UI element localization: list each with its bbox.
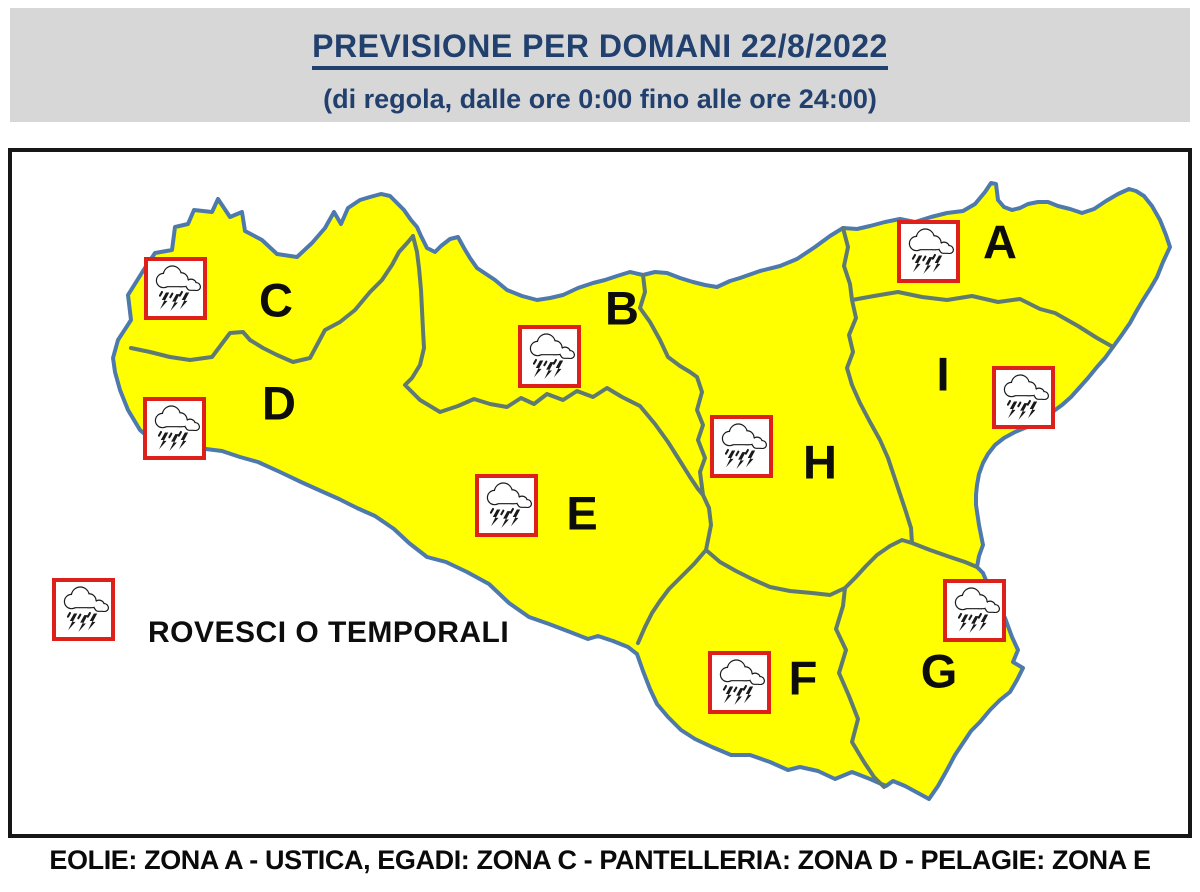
page-subtitle: (di regola, dalle ore 0:00 fino alle ore… [323, 84, 877, 114]
zone-warning-icon-B [517, 324, 581, 388]
zone-label-H: H [803, 435, 837, 489]
page-title: PREVISIONE PER DOMANI 22/8/2022 [312, 28, 888, 70]
storm-cloud-icon [58, 584, 109, 635]
zone-label-F: F [788, 651, 818, 705]
storm-cloud-icon [524, 331, 575, 382]
storm-cloud-icon [903, 226, 954, 277]
storm-cloud-icon [481, 480, 532, 531]
zone-warning-icon-H [709, 414, 773, 478]
legend-label: ROVESCI O TEMPORALI [148, 616, 510, 649]
zone-warning-icon-F [707, 650, 771, 714]
zone-label-A: A [983, 215, 1017, 269]
zone-label-D: D [262, 376, 296, 430]
islands-zone-note: EOLIE: ZONA A - USTICA, EGADI: ZONA C - … [49, 845, 1151, 875]
zone-label-I: I [936, 347, 950, 401]
zone-warning-icon-G [942, 578, 1006, 642]
legend-storm-icon [51, 577, 115, 641]
zone-warning-icon-I [991, 365, 1055, 429]
storm-cloud-icon [716, 421, 767, 472]
storm-cloud-icon [714, 657, 765, 708]
storm-cloud-icon [149, 403, 200, 454]
header-bar: PREVISIONE PER DOMANI 22/8/2022 (di rego… [10, 8, 1190, 122]
zone-warning-icon-D [142, 396, 206, 460]
zone-label-C: C [259, 273, 293, 327]
zone-label-E: E [566, 486, 598, 540]
sicily-island-shape [111, 181, 1172, 801]
zone-warning-icon-E [474, 473, 538, 537]
zone-warning-icon-C [143, 256, 207, 320]
zone-label-G: G [920, 644, 958, 698]
storm-cloud-icon [949, 585, 1000, 636]
zone-warning-icon-A [896, 219, 960, 283]
zone-borders [129, 226, 1115, 789]
storm-cloud-icon [998, 372, 1049, 423]
sicily-map-svg [111, 181, 1172, 801]
zone-label-B: B [605, 281, 639, 335]
storm-cloud-icon [150, 263, 201, 314]
